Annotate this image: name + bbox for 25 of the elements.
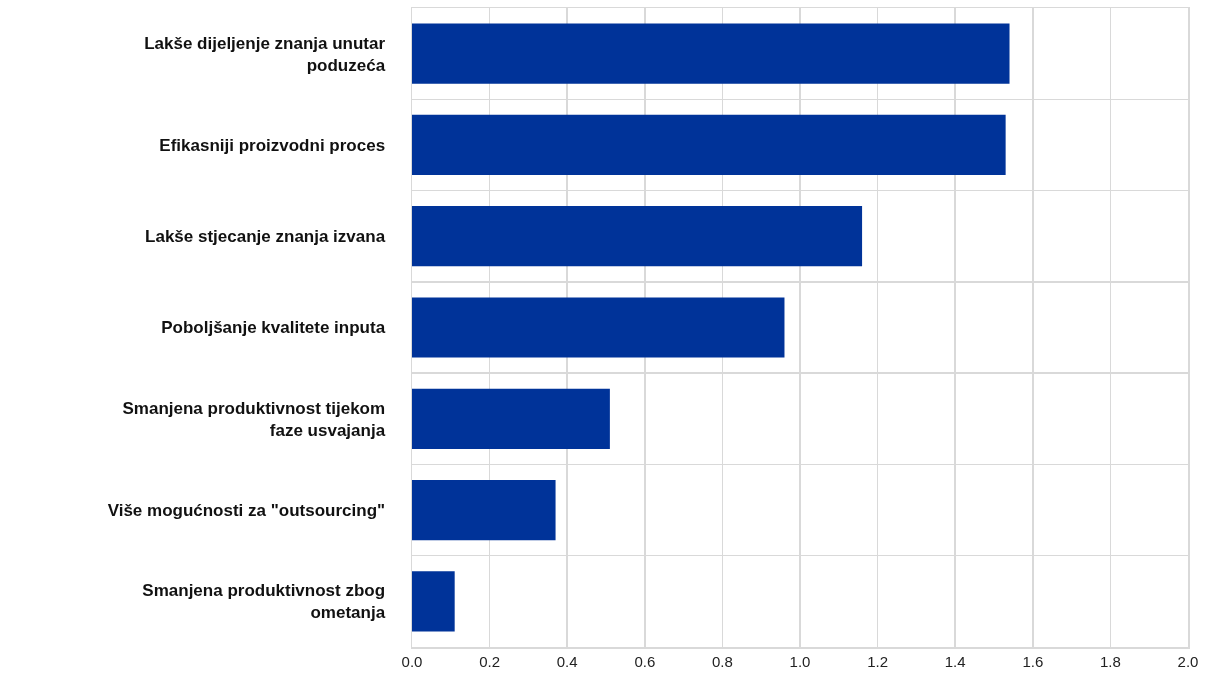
x-tick-label: 0.0	[401, 652, 423, 670]
bar	[412, 388, 610, 449]
y-tick-label: Poboljšanje kvalitete inputa	[161, 318, 386, 338]
y-tick-label: Efikasniji proizvodni proces	[159, 135, 386, 155]
x-tick-label: 0.8	[711, 652, 733, 670]
y-tick-label: Smanjena produktivnost tijekom faze usvajanja	[122, 398, 386, 440]
x-tick-label: 0.4	[556, 652, 578, 670]
x-tick-label: 1.4	[944, 652, 966, 670]
x-tick-label: 1.2	[867, 652, 889, 670]
x-tick-label: 1.6	[1022, 652, 1044, 670]
bar	[412, 571, 455, 632]
y-tick-label: Lakše dijeljenje znanja unutar poduzeća	[144, 33, 386, 75]
bar	[412, 206, 863, 267]
bar	[412, 23, 1010, 84]
bar	[412, 479, 556, 541]
y-tick-label: Lakše stjecanje znanja izvana	[145, 227, 386, 247]
y-tick-label: Smanjena produktivnost zbog ometanja	[142, 581, 386, 623]
x-tick-label: 2.0	[1177, 652, 1199, 670]
x-tick-label: 0.2	[479, 652, 501, 670]
x-tick-label: 0.6	[634, 652, 656, 670]
bar	[412, 114, 1006, 176]
y-tick-label: Više mogućnosti za "outsourcing"	[107, 501, 386, 521]
x-tick-label: 1.0	[789, 652, 811, 670]
bar	[412, 297, 785, 358]
x-tick-label: 1.8	[1099, 652, 1121, 670]
